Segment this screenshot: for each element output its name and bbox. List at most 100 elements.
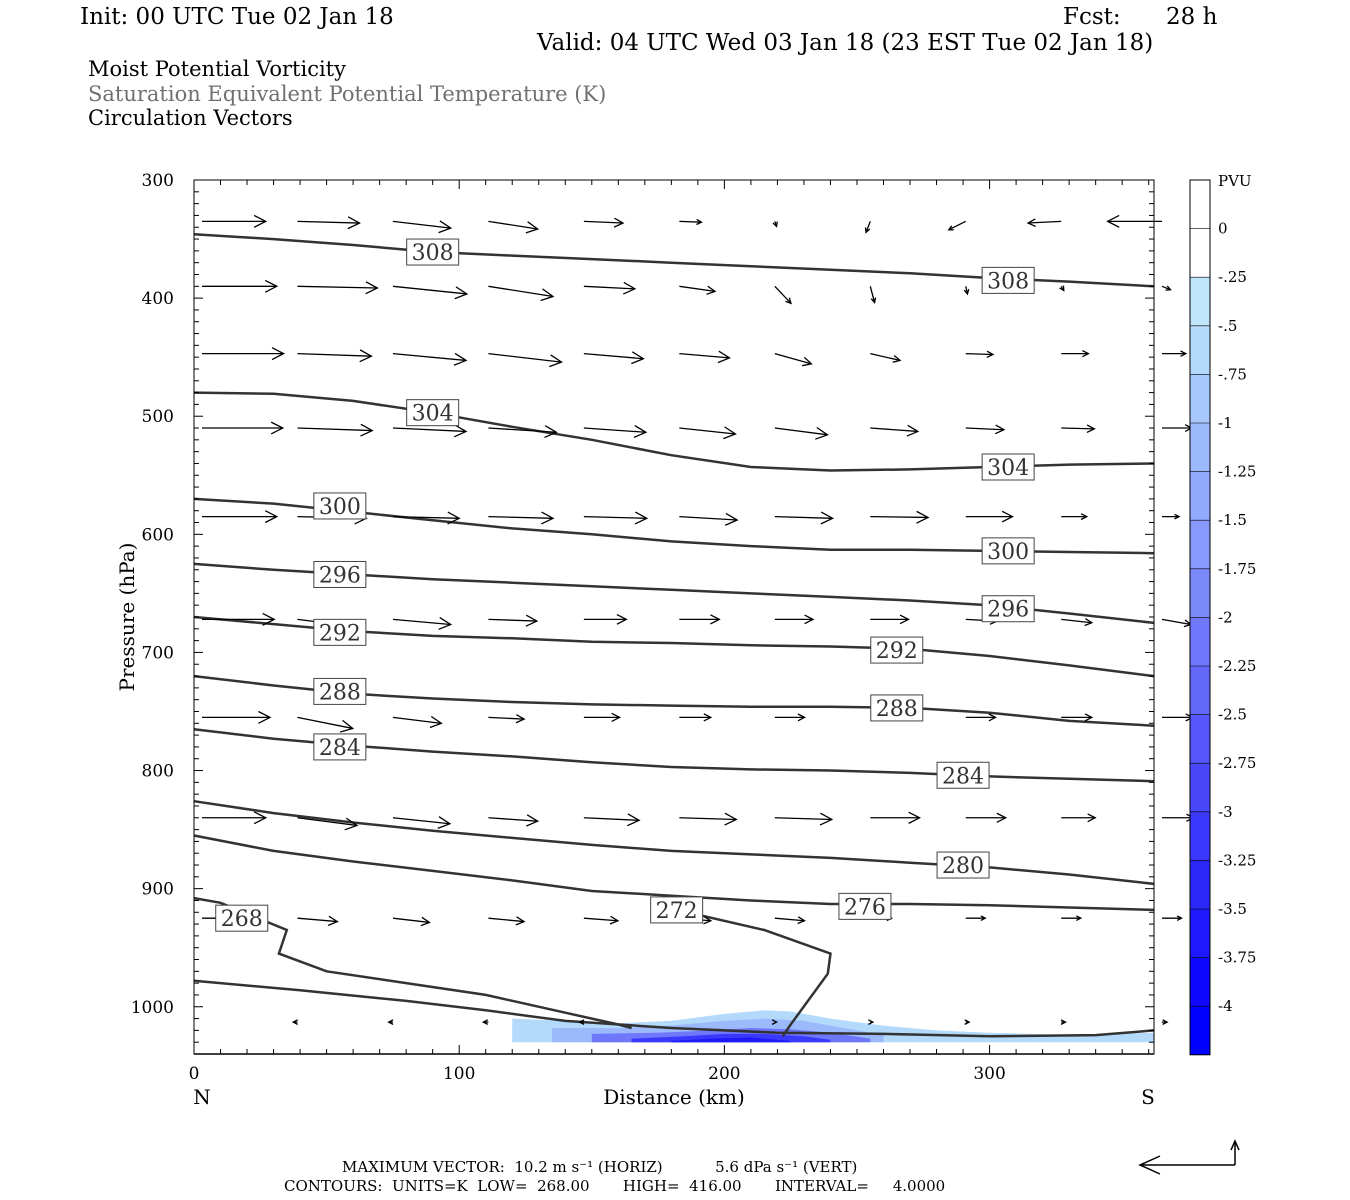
vector-arrow: [202, 279, 279, 293]
vector-arrow: [772, 221, 778, 228]
vector-arrow: [387, 1019, 394, 1025]
vector-arrow: [774, 812, 834, 826]
vector-arrow: [202, 421, 285, 435]
vector-arrow: [297, 817, 359, 831]
vector-arrow: [1061, 513, 1089, 521]
contour-label: 300: [319, 495, 361, 520]
vector-arrow: [488, 714, 526, 724]
colorbar-label: -3.25: [1218, 851, 1256, 869]
colorbar-swatch: [1190, 374, 1210, 423]
pv-shade-region: [671, 1037, 791, 1043]
colorbar-swatch: [1190, 180, 1210, 229]
vector-arrow: [392, 424, 468, 438]
colorbar-swatch: [1190, 1006, 1210, 1055]
y-tick-label: 500: [142, 407, 174, 427]
colorbar-label: -3: [1218, 803, 1233, 821]
vector-arrow: [297, 716, 355, 733]
x-axis-label: Distance (km): [603, 1085, 745, 1109]
x-left-label: N: [193, 1085, 211, 1109]
vector-arrow: [965, 350, 995, 358]
vector-arrow: [963, 286, 970, 296]
vector-arrow: [1106, 214, 1162, 228]
x-tick-label: 0: [189, 1064, 200, 1084]
vector-arrow: [965, 812, 1008, 823]
valid-time: Valid: 04 UTC Wed 03 Jan 18 (23 EST Tue …: [537, 30, 1154, 56]
vector-arrow: [392, 352, 468, 366]
vector-arrow: [481, 1019, 489, 1025]
contour-line: [193, 979, 1155, 1038]
max-vector-info: MAXIMUM VECTOR: 10.2 m s⁻¹ (HORIZ) 5.6 d…: [342, 1158, 858, 1176]
colorbar-label: -1.25: [1218, 463, 1256, 481]
vector-arrow: [870, 614, 910, 625]
vector-arrow: [202, 510, 279, 524]
vector-arrow: [947, 220, 967, 231]
contour-label-box: [313, 560, 367, 588]
colorbar-swatch: [1190, 909, 1210, 958]
forecast-label: Fcst:: [1063, 4, 1121, 30]
vector-arrow: [1060, 1019, 1067, 1025]
vector-arrow: [1061, 813, 1097, 823]
contour-label-box: [313, 733, 367, 761]
colorbar-label: -.75: [1218, 365, 1247, 383]
vector-arrow: [392, 511, 461, 525]
vector-arrow: [1162, 513, 1181, 520]
contour-label-box: [313, 618, 367, 646]
vector-arrow: [965, 713, 997, 722]
x-right-label: S: [1141, 1085, 1155, 1109]
contour-label: 276: [844, 895, 886, 920]
vector-arrow: [965, 424, 1006, 435]
contour-label: 300: [987, 540, 1029, 565]
colorbar-label: -2: [1218, 608, 1233, 626]
vector-arrow: [1061, 915, 1083, 922]
vector-arrow: [1162, 713, 1195, 722]
contour-label-box: [215, 904, 269, 932]
vector-arrow: [1162, 424, 1194, 432]
contour-label: 296: [987, 598, 1029, 623]
colorbar-swatch: [1190, 811, 1210, 861]
init-time: Init: 00 UTC Tue 02 Jan 18: [80, 4, 394, 30]
contour-label-box: [313, 492, 367, 520]
vector-arrow: [202, 811, 268, 825]
vector-arrow: [870, 811, 922, 824]
colorbar-swatch: [1190, 520, 1210, 569]
vector-arrow: [870, 352, 902, 363]
vector-arrow: [488, 614, 539, 627]
vector-arrow: [870, 510, 930, 524]
vector-arrow: [488, 352, 563, 368]
contour-label: 268: [221, 907, 263, 932]
contour-label: 308: [987, 269, 1029, 294]
vector-arrow: [291, 1019, 298, 1025]
contour-label-box: [981, 266, 1035, 294]
colorbar-label: -2.75: [1218, 754, 1256, 772]
vector-arrow: [774, 426, 829, 440]
colorbar-swatch: [1190, 617, 1210, 666]
contour-label: 280: [942, 854, 984, 879]
contour-label-box: [936, 851, 990, 879]
vector-arrow: [392, 916, 431, 927]
y-tick-label: 300: [142, 171, 174, 191]
contour-label: 288: [876, 697, 918, 722]
vector-arrow: [679, 350, 731, 364]
vector-arrow: [1061, 617, 1094, 627]
colorbar-label: -3.75: [1218, 949, 1256, 967]
vector-arrow: [1026, 218, 1062, 228]
vector-arrow: [1161, 618, 1193, 628]
y-tick-label: 600: [142, 525, 174, 545]
colorbar-swatch: [1190, 763, 1210, 812]
vector-arrow: [392, 816, 452, 830]
vector-arrow: [488, 220, 540, 234]
vector-arrow: [869, 286, 877, 304]
vector-arrow: [488, 511, 555, 525]
colorbar-swatch: [1190, 471, 1210, 521]
vector-arrow: [965, 510, 1014, 523]
contour-label: 284: [319, 736, 361, 761]
contour-line: [676, 908, 832, 1038]
vector-arrow: [583, 813, 641, 827]
colorbar-swatch: [1190, 325, 1210, 375]
vector-arrow: [870, 424, 920, 437]
circulation-vectors: [202, 214, 1195, 1025]
vector-arrow: [583, 351, 645, 365]
y-tick-label: 1000: [131, 998, 174, 1018]
vector-arrow: [774, 916, 806, 925]
y-tick-label: 800: [142, 762, 174, 782]
